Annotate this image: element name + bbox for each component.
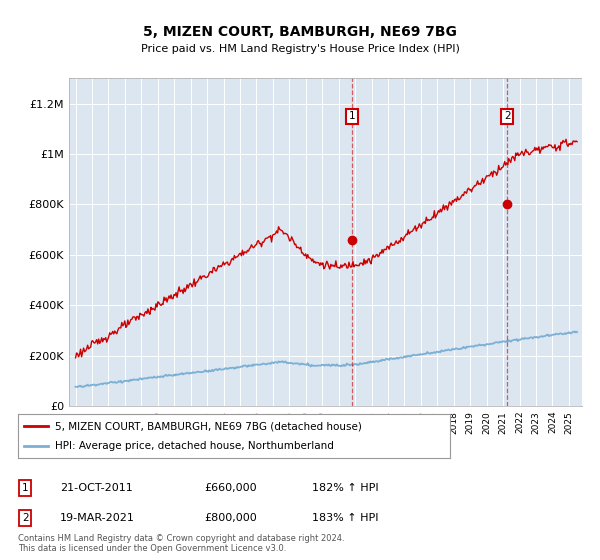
Text: 5, MIZEN COURT, BAMBURGH, NE69 7BG: 5, MIZEN COURT, BAMBURGH, NE69 7BG	[143, 25, 457, 39]
Text: 183% ↑ HPI: 183% ↑ HPI	[312, 513, 379, 523]
Text: Contains HM Land Registry data © Crown copyright and database right 2024.
This d: Contains HM Land Registry data © Crown c…	[18, 534, 344, 553]
Text: 1: 1	[349, 111, 355, 121]
Text: 21-OCT-2011: 21-OCT-2011	[60, 483, 133, 493]
Text: £660,000: £660,000	[204, 483, 257, 493]
Text: 2: 2	[22, 513, 29, 523]
Text: HPI: Average price, detached house, Northumberland: HPI: Average price, detached house, Nort…	[55, 441, 334, 451]
Text: 5, MIZEN COURT, BAMBURGH, NE69 7BG (detached house): 5, MIZEN COURT, BAMBURGH, NE69 7BG (deta…	[55, 421, 362, 431]
Text: 1: 1	[22, 483, 29, 493]
Text: 2: 2	[504, 111, 511, 121]
Text: 182% ↑ HPI: 182% ↑ HPI	[312, 483, 379, 493]
Text: Price paid vs. HM Land Registry's House Price Index (HPI): Price paid vs. HM Land Registry's House …	[140, 44, 460, 54]
Text: 19-MAR-2021: 19-MAR-2021	[60, 513, 135, 523]
Text: £800,000: £800,000	[204, 513, 257, 523]
